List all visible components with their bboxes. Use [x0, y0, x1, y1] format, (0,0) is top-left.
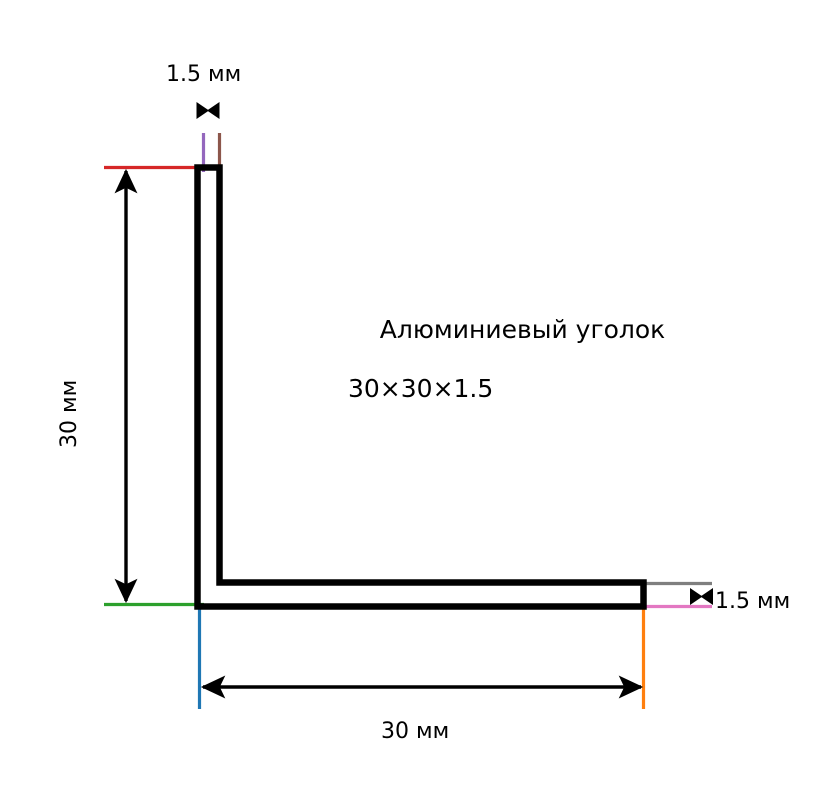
- label-thickness-top: 1.5 мм: [166, 62, 242, 87]
- label-height-left: 30 мм: [57, 379, 82, 448]
- thickness-marker-right-icon: [690, 588, 713, 605]
- angle-profile-outline: [194, 164, 647, 610]
- part-title-line-2: 30×30×1.5: [348, 373, 494, 403]
- label-width-bottom: 30 мм: [381, 719, 450, 744]
- part-title-line-1: Алюминиевый уголок: [379, 314, 666, 344]
- thickness-marker-top-icon: [196, 102, 220, 119]
- part-title: Алюминиевый уголок 30×30×1.5: [348, 285, 665, 462]
- label-thickness-right: 1.5 мм: [715, 589, 791, 614]
